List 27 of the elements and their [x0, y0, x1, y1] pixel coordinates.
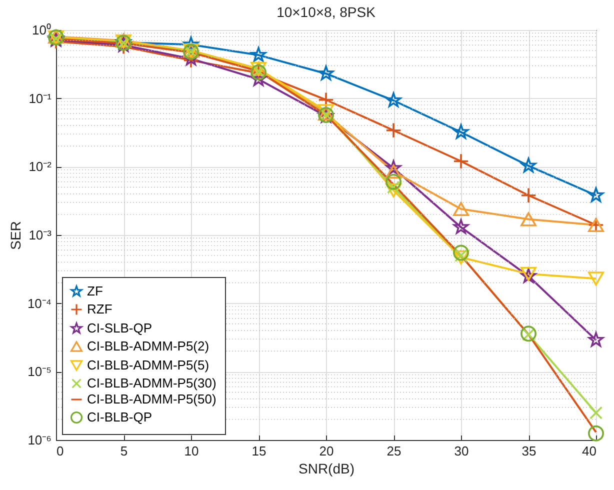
legend-label: CI-BLB-ADMM-P5(5): [87, 358, 210, 372]
x-tick-label: 20: [319, 444, 334, 458]
legend-label: RZF: [87, 302, 112, 316]
x-tick-label: 15: [252, 444, 266, 458]
y-tick-label: 10⁻¹: [28, 90, 52, 106]
legend-label: CI-BLB-ADMM-P5(2): [87, 338, 210, 354]
x-tick-label: 0: [56, 444, 64, 458]
legend-label: CI-BLB-QP: [87, 410, 152, 424]
x-tick-label: 40: [582, 444, 596, 458]
legend-label: CI-BLB-ADMM-P5(30): [87, 376, 216, 390]
x-axis-title: SNR(dB): [298, 460, 355, 476]
legend-label: CI-SLB-QP: [87, 320, 152, 336]
y-tick-label: 10⁻³: [28, 228, 52, 242]
y-tick-label: 10⁰: [32, 22, 52, 38]
chart-title: 10×10×8, 8PSK: [276, 4, 376, 20]
legend-label: ZF: [87, 284, 103, 298]
x-tick-label: 30: [454, 444, 469, 458]
y-tick-label: 10⁻⁵: [28, 364, 52, 380]
x-tick-label: 10: [184, 444, 199, 458]
y-tick-label: 10⁻²: [28, 159, 52, 174]
x-tick-label: 25: [386, 444, 402, 458]
y-tick-label: 10⁻⁴: [27, 296, 52, 311]
y-tick-label: 10⁻⁶: [28, 432, 52, 448]
x-tick-label: 35: [522, 444, 536, 458]
legend-label: CI-BLB-ADMM-P5(50): [87, 392, 216, 406]
y-axis-title: SER: [7, 221, 24, 250]
x-tick-label: 5: [120, 444, 128, 458]
